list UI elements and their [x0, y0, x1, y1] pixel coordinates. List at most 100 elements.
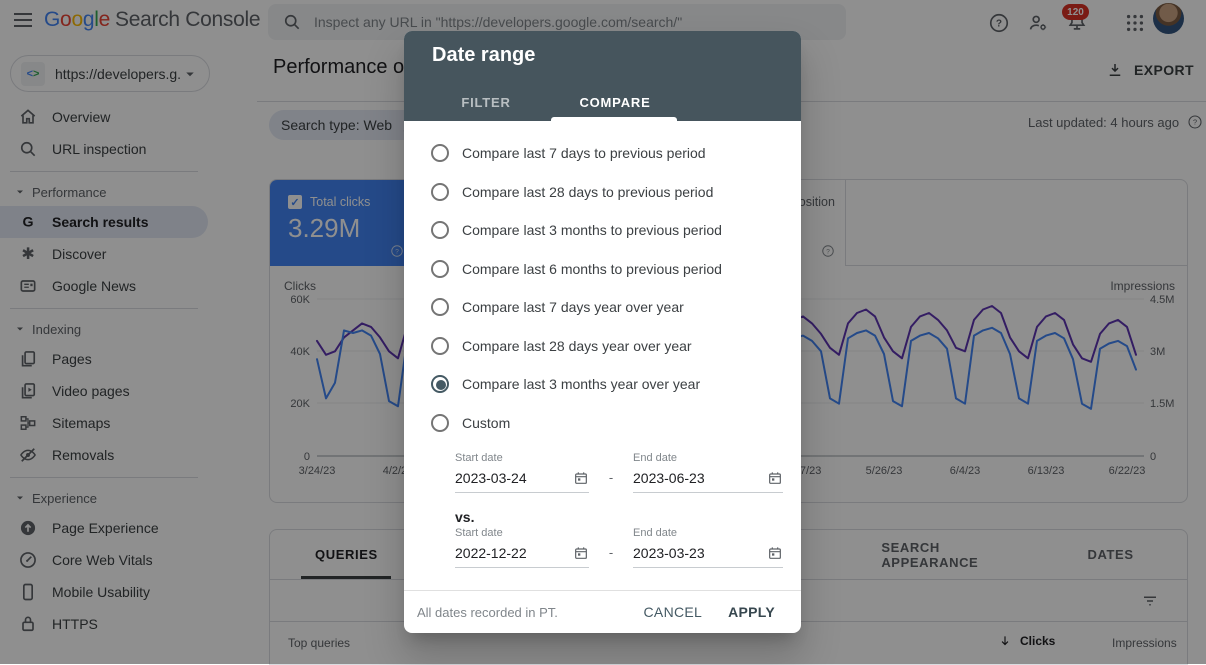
tab-compare[interactable]: COMPARE: [579, 94, 651, 110]
sidebar-item-mobile-usability[interactable]: Mobile Usability: [0, 576, 257, 608]
logo-letter: e: [98, 8, 111, 31]
sidebar-item-overview[interactable]: Overview: [0, 101, 257, 133]
sitemaps-icon: [18, 413, 38, 433]
property-selector[interactable]: < > https://developers.g...: [10, 55, 210, 92]
sidebar-item-label: Pages: [52, 351, 92, 367]
dialog-title: Date range: [432, 44, 536, 66]
column-top-queries[interactable]: Top queries: [288, 636, 351, 650]
radio-option-compare-last-28-days-to-previous-period[interactable]: Compare last 28 days to previous period: [404, 173, 801, 212]
help-icon[interactable]: ?: [390, 244, 404, 258]
user-avatar[interactable]: [1153, 3, 1184, 34]
radio-icon[interactable]: [431, 144, 449, 163]
date-range-dash: -: [608, 470, 614, 485]
filter-icon[interactable]: [1141, 592, 1159, 610]
svg-text:?: ?: [996, 19, 1002, 30]
start-date-value[interactable]: 2023-03-24: [455, 470, 527, 486]
dialog-header: Date range FILTER COMPARE: [404, 31, 801, 121]
apps-grid-icon[interactable]: [1124, 12, 1146, 34]
radio-option-compare-last-3-months-year-over-year[interactable]: Compare last 3 months year over year: [404, 365, 801, 404]
manage-users-icon[interactable]: [1027, 12, 1049, 34]
chart-tick-label: 3/24/23: [299, 465, 336, 477]
sidebar-item-discover[interactable]: ✱ Discover: [0, 238, 257, 270]
compare-start-date-value[interactable]: 2022-12-22: [455, 545, 527, 561]
radio-icon[interactable]: [431, 413, 449, 432]
chart-tick-label: 3M: [1150, 346, 1165, 358]
menu-icon[interactable]: [11, 8, 35, 32]
sidebar-item-label: Core Web Vitals: [52, 552, 153, 568]
radio-icon[interactable]: [431, 259, 449, 278]
radio-option-compare-last-6-months-to-previous-period[interactable]: Compare last 6 months to previous period: [404, 250, 801, 289]
radio-option-compare-last-3-months-to-previous-period[interactable]: Compare last 3 months to previous period: [404, 211, 801, 250]
svg-text:G: G: [22, 215, 33, 231]
radio-icon[interactable]: [431, 182, 449, 201]
section-header-experience[interactable]: Experience: [0, 484, 257, 512]
calendar-icon[interactable]: [767, 545, 783, 561]
date-range-dialog: Date range FILTER COMPARE Compare last 7…: [404, 31, 801, 633]
radio-option-compare-last-7-days-to-previous-period[interactable]: Compare last 7 days to previous period: [404, 134, 801, 173]
sidebar-item-label: Removals: [52, 447, 115, 463]
sidebar-item-https[interactable]: HTTPS: [0, 608, 257, 640]
start-date-field[interactable]: Start date 2023-03-24: [455, 452, 589, 493]
end-date-value[interactable]: 2023-06-23: [633, 470, 705, 486]
checkbox-checked-icon[interactable]: ✓: [288, 195, 302, 209]
calendar-icon[interactable]: [573, 545, 589, 561]
metric-card-total-clicks[interactable]: ✓ Total clicks 3.29M?: [270, 180, 414, 266]
chart-tick-label: 5/26/23: [866, 465, 903, 477]
radio-icon[interactable]: [431, 298, 449, 317]
section-header-indexing[interactable]: Indexing: [0, 315, 257, 343]
sidebar-item-pages[interactable]: Pages: [0, 343, 257, 375]
logo-letter: g: [82, 8, 95, 31]
calendar-icon[interactable]: [573, 470, 589, 486]
help-icon[interactable]: ?: [821, 244, 835, 258]
sidebar-item-google-news[interactable]: Google News: [0, 270, 257, 302]
notification-count-badge[interactable]: 120: [1062, 4, 1089, 20]
chart-tick-label: 6/22/23: [1109, 465, 1146, 477]
column-impressions[interactable]: Impressions: [1112, 636, 1177, 650]
nav-divider: [10, 477, 198, 478]
chart-tick-label: 1.5M: [1150, 398, 1174, 410]
apply-button[interactable]: APPLY: [728, 604, 775, 620]
url-inspect-input[interactable]: [314, 14, 832, 30]
app-logo: Google Search Console: [44, 8, 261, 32]
sidebar-item-page-experience[interactable]: Page Experience: [0, 512, 257, 544]
calendar-icon[interactable]: [767, 470, 783, 486]
tab-filter[interactable]: FILTER: [461, 94, 511, 110]
sidebar-item-search-results[interactable]: G Search results: [0, 206, 208, 238]
tab-dates[interactable]: DATES: [1087, 547, 1134, 562]
nav-divider: [10, 308, 198, 309]
radio-option-custom[interactable]: Custom: [404, 404, 801, 443]
g-letter-icon: G: [18, 212, 38, 232]
help-icon[interactable]: ?: [988, 12, 1010, 34]
sidebar-item-url-inspection[interactable]: URL inspection: [0, 133, 257, 165]
compare-start-date-field[interactable]: Start date 2022-12-22: [455, 527, 589, 568]
radio-option-compare-last-7-days-year-over-year[interactable]: Compare last 7 days year over year: [404, 288, 801, 327]
home-icon: [18, 107, 38, 127]
radio-option-compare-last-28-days-year-over-year[interactable]: Compare last 28 days year over year: [404, 327, 801, 366]
section-header-performance[interactable]: Performance: [0, 178, 257, 206]
sidebar-item-sitemaps[interactable]: Sitemaps: [0, 407, 257, 439]
sidebar-item-core-web-vitals[interactable]: Core Web Vitals: [0, 544, 257, 576]
sidebar-item-label: Sitemaps: [52, 415, 111, 431]
svg-text:?: ?: [395, 248, 399, 255]
radio-selected-icon[interactable]: [431, 375, 449, 394]
sidebar-item-removals[interactable]: Removals: [0, 439, 257, 471]
compare-end-date-value[interactable]: 2023-03-23: [633, 545, 705, 561]
compare-end-date-field[interactable]: End date 2023-03-23: [633, 527, 783, 568]
tab-queries[interactable]: QUERIES: [270, 530, 423, 579]
timezone-note: All dates recorded in PT.: [417, 604, 558, 620]
export-button[interactable]: EXPORT: [1106, 61, 1194, 79]
end-date-field[interactable]: End date 2023-06-23: [633, 452, 783, 493]
sidebar-item-label: Discover: [52, 246, 107, 262]
sidebar-item-label: Overview: [52, 109, 111, 125]
search-type-chip[interactable]: Search type: Web: [269, 110, 430, 140]
help-circle-icon[interactable]: ?: [1187, 114, 1203, 130]
cancel-button[interactable]: CANCEL: [643, 604, 703, 620]
sidebar-item-video-pages[interactable]: Video pages: [0, 375, 257, 407]
sort-arrow-down-icon: [998, 634, 1012, 648]
video-icon: [18, 381, 38, 401]
radio-icon[interactable]: [431, 336, 449, 355]
radio-icon[interactable]: [431, 221, 449, 240]
column-clicks-sorted[interactable]: Clicks: [998, 634, 1055, 648]
tab-search-appearance[interactable]: SEARCH APPEARANCE: [881, 539, 979, 570]
radio-option-label: Compare last 7 days to previous period: [462, 145, 706, 162]
